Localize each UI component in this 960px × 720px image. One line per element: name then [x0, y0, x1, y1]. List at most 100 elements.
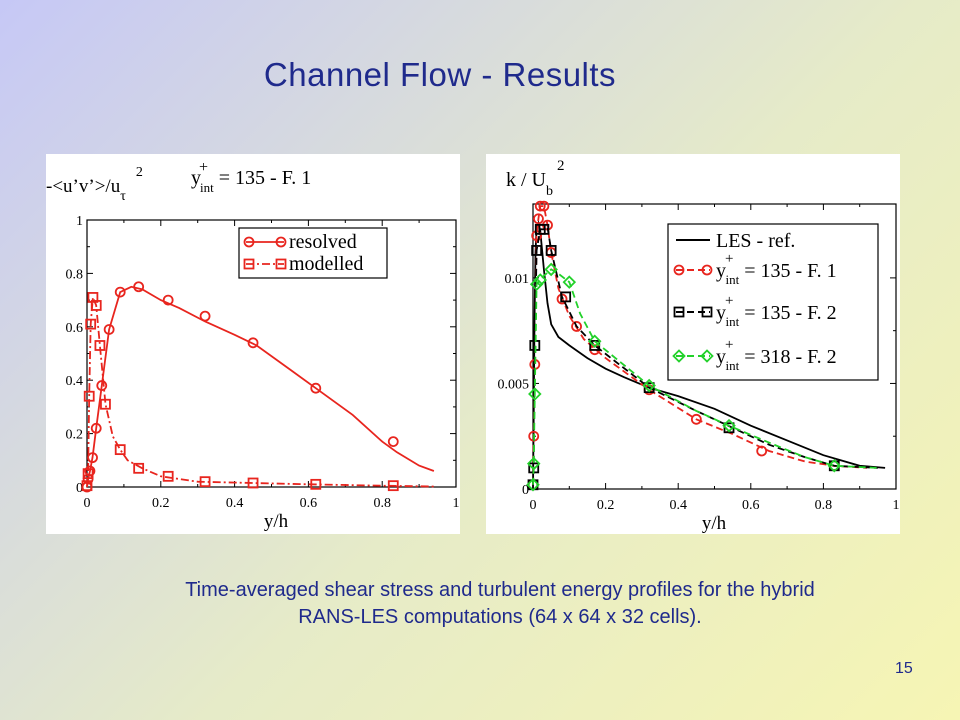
- series-0-marker: [84, 465, 96, 477]
- series-3-marker: [562, 275, 577, 289]
- series-0-marker: [162, 294, 174, 306]
- series-1-marker: [534, 200, 546, 212]
- series-3-marker: [722, 418, 736, 433]
- x-axis-label: y/h: [264, 511, 289, 532]
- series-3-marker: [533, 273, 548, 287]
- x-tick-label: 0: [530, 498, 537, 513]
- slide-number: 15: [895, 660, 913, 677]
- legend-label-0: resolved: [289, 231, 357, 253]
- legend-label-y: y: [716, 346, 726, 368]
- legend-label-sup: +: [725, 251, 733, 267]
- legend-label-rest: = 135 - F. 2: [739, 302, 836, 324]
- slide-caption: Time-averaged shear stress and turbulent…: [60, 577, 940, 631]
- x-tick-label: 0.2: [597, 498, 615, 513]
- legend-marker-2: [673, 306, 685, 318]
- series-3-marker: [642, 378, 656, 393]
- case-annotation-y: y: [191, 167, 201, 189]
- y-axis-label-sup: 2: [557, 158, 565, 174]
- y-axis-label: -<u’v’>/uτ2: [46, 165, 143, 204]
- y-tick-label: 0: [522, 483, 529, 498]
- series-0-marker: [87, 452, 98, 464]
- series-1-marker: [90, 300, 102, 311]
- x-tick-label: 1: [893, 498, 900, 513]
- series-1-marker: [690, 413, 702, 425]
- y-tick-label: 0.4: [66, 374, 84, 389]
- legend-marker-3: [700, 349, 714, 363]
- shear-stress-chart-panel: 0 0.2 0.4 0.6 0.8 1 0 0.2 0.4 0.6 0.8 1 y/h -<u’v’>/u…: [46, 154, 460, 534]
- case-annotation-rest: = 135 - F. 1: [214, 167, 311, 189]
- series-0-marker: [387, 436, 399, 448]
- series-1-marker: [82, 468, 94, 480]
- series-1-marker: [162, 470, 174, 482]
- legend-marker-1: [275, 258, 287, 270]
- legend-marker-1: [701, 264, 713, 276]
- series-0-marker: [96, 380, 108, 391]
- series-1-marker: [533, 213, 544, 225]
- series-3-marker: [827, 459, 842, 473]
- legend-marker-0: [243, 236, 255, 248]
- y-tick-label: 1: [76, 214, 83, 229]
- series-3-line: [532, 268, 878, 485]
- series-1-marker: [199, 476, 211, 488]
- series-0-marker: [114, 286, 126, 298]
- y-axis-label-sup: 2: [136, 165, 143, 180]
- legend-marker-1: [673, 264, 685, 276]
- legend-label-sup: +: [725, 293, 733, 309]
- series-3-marker: [528, 387, 542, 401]
- series-1-marker: [87, 292, 99, 303]
- y-axis-label: k / Ub2: [506, 158, 565, 199]
- x-tick-label: 0.4: [226, 496, 244, 511]
- series-0-line: [86, 285, 435, 488]
- series-0-marker: [199, 310, 211, 322]
- turbulent-energy-chart-panel: 0 0.2 0.4 0.6 0.8 1 0 0.005 0.01 y/h k / Ub2 LES - …: [486, 154, 900, 534]
- legend-box: [238, 227, 388, 279]
- series-1-marker: [756, 445, 768, 457]
- y-tick-label: 0.005: [498, 377, 530, 392]
- series-0-marker: [310, 382, 322, 394]
- case-annotation: y+ int = 135 - F. 1: [191, 159, 311, 195]
- series-1-marker: [85, 318, 97, 330]
- y-tick-label: 0.6: [66, 321, 84, 336]
- case-annotation-sub: int: [200, 180, 214, 195]
- x-tick-label: 0.8: [373, 496, 391, 511]
- x-tick-label: 0.2: [152, 496, 170, 511]
- series-2-marker: [538, 223, 550, 235]
- series-2-marker: [560, 291, 572, 303]
- series-3-marker: [529, 277, 544, 291]
- series-0-line: [532, 220, 886, 490]
- x-tick-label: 0: [84, 496, 91, 511]
- legend-label-rest: = 318 - F. 2: [739, 346, 836, 368]
- caption-line-2: RANS-LES computations (64 x 64 x 32 cell…: [298, 606, 702, 628]
- caption-line-1: Time-averaged shear stress and turbulent…: [185, 579, 815, 601]
- x-tick-label: 0.6: [742, 498, 760, 513]
- legend-label-sup: +: [725, 337, 733, 353]
- legend-label-rest: = 135 - F. 1: [739, 260, 836, 282]
- legend-label-3: y+ int = 318 - F. 2: [716, 337, 837, 373]
- y-axis-label-main: -<u’v’>/u: [46, 176, 121, 197]
- y-tick-label: 0.2: [66, 428, 84, 443]
- series-0-marker: [133, 281, 145, 293]
- y-tick-label: 0: [76, 481, 83, 496]
- series-1-marker: [83, 390, 95, 402]
- y-tick-label: 0.01: [505, 272, 530, 287]
- series-3-marker: [544, 262, 558, 277]
- series-0-marker: [103, 324, 115, 335]
- legend-marker-0: [275, 236, 287, 248]
- x-tick-label: 0.6: [300, 496, 318, 511]
- series-1-line: [86, 297, 434, 488]
- series-1-marker: [538, 200, 550, 212]
- series-3-marker: [526, 456, 541, 471]
- case-annotation-sup: +: [199, 159, 208, 176]
- legend-label-y: y: [716, 302, 726, 324]
- series-1-marker: [114, 444, 126, 456]
- legend-label-1: y+ int = 135 - F. 1: [716, 251, 837, 287]
- series-1-marker: [100, 398, 111, 410]
- slide-title: Channel Flow - Results: [263, 56, 617, 93]
- series-2-marker: [545, 245, 557, 256]
- x-axis-label: y/h: [702, 513, 727, 534]
- legend-marker-3: [672, 349, 686, 363]
- x-tick-label: 0.4: [669, 498, 687, 513]
- legend-label-0: LES - ref.: [716, 230, 795, 252]
- legend-label-1: modelled: [289, 253, 363, 275]
- legend-label-2: y+ int = 135 - F. 2: [716, 293, 837, 329]
